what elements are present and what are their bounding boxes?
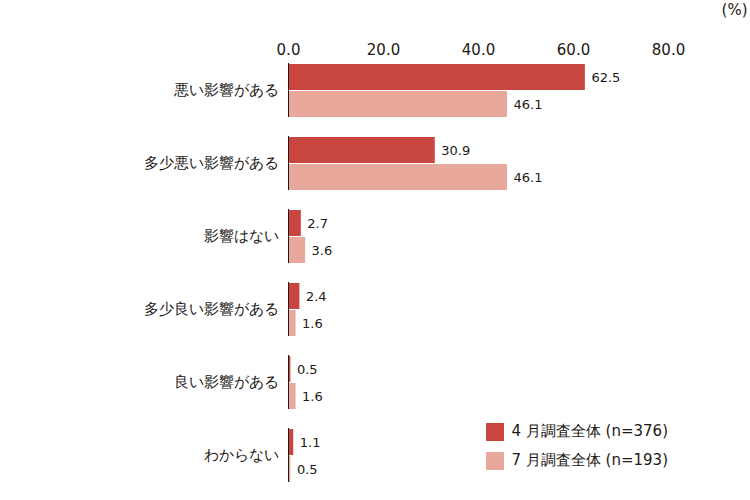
html-text:7 月調査全体 (n=193): 7 月調査全体 (n=193) bbox=[511, 451, 668, 469]
svg-text:1.1: 1.1 bbox=[300, 435, 321, 450]
svg-text:2.7: 2.7 bbox=[307, 216, 328, 231]
svg-text:46.1: 46.1 bbox=[513, 97, 542, 112]
svg-text:40.0: 40.0 bbox=[462, 41, 495, 59]
svg-text:62.5: 62.5 bbox=[591, 70, 620, 85]
svg-text:多少悪い影響がある: 多少悪い影響がある bbox=[144, 154, 279, 172]
svg-text:80.0: 80.0 bbox=[652, 41, 685, 59]
svg-text:46.1: 46.1 bbox=[513, 170, 542, 185]
svg-text:1.6: 1.6 bbox=[302, 316, 323, 331]
html-text:4 月調査全体 (n=376): 4 月調査全体 (n=376) bbox=[511, 422, 668, 440]
svg-text:0.0: 0.0 bbox=[277, 41, 301, 59]
svg-text:悪い影響がある: 悪い影響がある bbox=[173, 81, 279, 99]
svg-text:0.5: 0.5 bbox=[297, 462, 318, 477]
svg-text:良い影響がある: 良い影響がある bbox=[174, 373, 279, 391]
svg-text:30.9: 30.9 bbox=[441, 143, 470, 158]
svg-text:多少良い影響がある: 多少良い影響がある bbox=[144, 300, 279, 318]
svg-text:3.6: 3.6 bbox=[312, 243, 333, 258]
svg-text:60.0: 60.0 bbox=[557, 41, 590, 59]
svg-text:影響はない: 影響はない bbox=[204, 227, 279, 245]
svg-text:1.6: 1.6 bbox=[302, 389, 323, 404]
svg-text:わからない: わからない bbox=[204, 446, 279, 464]
svg-text:20.0: 20.0 bbox=[367, 41, 400, 59]
svg-text:0.5: 0.5 bbox=[297, 362, 318, 377]
svg-text:2.4: 2.4 bbox=[306, 289, 327, 304]
svg-text:(%): (%) bbox=[722, 1, 748, 19]
